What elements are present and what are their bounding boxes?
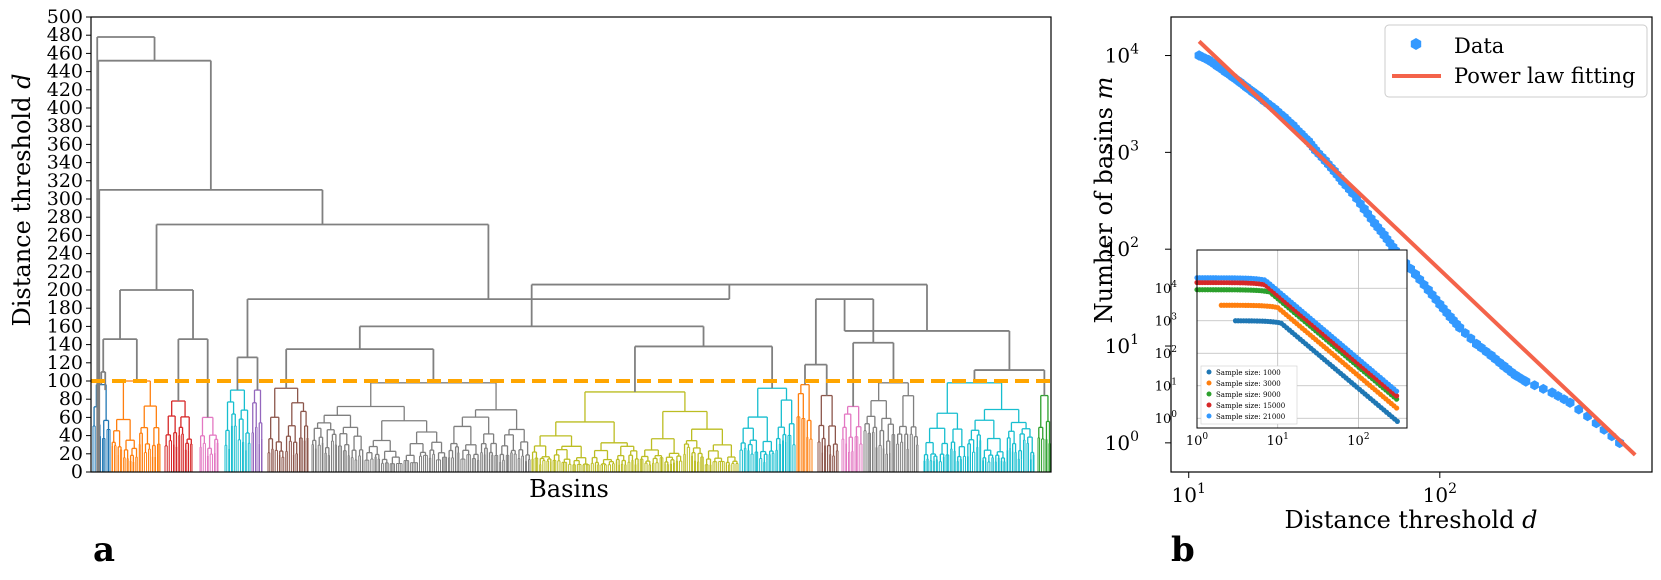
data-point	[1530, 380, 1539, 390]
inset-y-tick-label: 100	[1155, 410, 1178, 427]
cluster-8	[532, 392, 738, 472]
dendrogram-y-ticks: 0204060801001201401601802002202402602803…	[47, 6, 91, 483]
inset-x-tick-exp: 1	[1283, 432, 1289, 442]
legend-label-fit: Power law fitting	[1454, 64, 1636, 88]
inset-x-tick-label: 100	[1186, 432, 1209, 449]
inset-legend-marker	[1207, 381, 1212, 386]
figure: 0204060801001201401601802002202402602803…	[0, 0, 1661, 580]
dendrogram-y-label-var: d	[8, 74, 36, 89]
cluster-6	[268, 388, 308, 472]
inset-x-tick-base: 10	[1347, 434, 1364, 449]
cluster-7	[312, 383, 530, 472]
inset-y-tick-label: 103	[1155, 313, 1178, 330]
inset-legend-marker	[1207, 414, 1212, 419]
inset-legend-label: Sample size: 9000	[1216, 391, 1281, 399]
inset-y-tick-exp: 1	[1171, 378, 1177, 388]
inset-y-tick-base: 10	[1155, 282, 1172, 297]
panel-label-b: b	[1171, 530, 1195, 570]
cluster-5	[252, 390, 262, 472]
upper-links	[97, 37, 1044, 472]
inset-y-tick-exp: 0	[1171, 410, 1177, 420]
y-tick-exp: 0	[1130, 429, 1139, 445]
y-tick-exp: 2	[1130, 235, 1139, 251]
scatter-y-label-var: m	[1090, 77, 1118, 100]
y-tick-exp: 4	[1130, 42, 1139, 58]
cluster-4	[225, 390, 250, 472]
inset-x-tick-exp: 0	[1202, 432, 1208, 442]
inset-legend: Sample size: 1000 Sample size: 3000 Sample…	[1201, 366, 1297, 424]
x-tick-label: 101	[1172, 481, 1206, 507]
inset-x-tick-base: 10	[1186, 434, 1203, 449]
dendrogram-links	[93, 37, 1050, 472]
y-tick-base: 10	[1105, 431, 1130, 455]
inset-y-tick-label: 102	[1155, 345, 1177, 362]
y-tick-label: 100	[1105, 429, 1139, 455]
dendrogram-frame	[91, 17, 1051, 472]
x-tick-base: 10	[1423, 483, 1448, 507]
data-point	[1539, 384, 1548, 394]
dendrogram-panel: 0204060801001201401601802002202402602803…	[8, 6, 1051, 570]
inset-legend-marker	[1207, 370, 1212, 375]
inset-x-tick-exp: 2	[1364, 432, 1370, 442]
inset-legend-label: Sample size: 1000	[1216, 369, 1281, 377]
dendrogram-y-label: Distance threshold d	[8, 74, 36, 327]
inset-y-tick-label: 104	[1155, 280, 1178, 297]
inset-point	[1394, 405, 1399, 410]
inset-y-tick-base: 10	[1155, 347, 1172, 362]
y-tick-exp: 3	[1130, 138, 1139, 154]
panel-label-a: a	[93, 530, 115, 570]
cluster-9	[740, 388, 795, 472]
inset-y-tick-exp: 4	[1171, 280, 1177, 290]
y-tick-label: 104	[1105, 42, 1139, 68]
inset-x-tick-base: 10	[1267, 434, 1284, 449]
inset-x-tick-label: 101	[1267, 432, 1289, 449]
cluster-0	[93, 385, 110, 472]
inset-legend-marker	[1207, 403, 1212, 408]
y-tick-exp: 1	[1130, 332, 1139, 348]
cluster-10	[797, 385, 812, 472]
y-tick-label: 101	[1105, 332, 1139, 358]
cluster-3	[200, 417, 218, 472]
inset-y-tick-base: 10	[1155, 380, 1172, 395]
x-tick-exp: 1	[1197, 481, 1206, 497]
x-tick-label: 102	[1423, 481, 1457, 507]
inset-point	[1394, 389, 1399, 394]
inset-legend-label: Sample size: 3000	[1216, 380, 1281, 388]
cluster-11	[818, 396, 838, 472]
dendrogram-x-label: Basins	[529, 475, 609, 503]
legend-label-data: Data	[1454, 34, 1504, 58]
inset-y-tick-exp: 2	[1171, 345, 1177, 355]
cluster-12	[842, 406, 862, 472]
dendrogram-y-label-main: Distance threshold	[8, 89, 36, 327]
inset-point	[1395, 419, 1400, 424]
y-tick-base: 10	[1105, 334, 1130, 358]
inset-y-tick-base: 10	[1155, 412, 1172, 427]
x-tick-base: 10	[1172, 483, 1197, 507]
inset-legend-label: Sample size: 15000	[1216, 402, 1285, 410]
scatter-x-label: Distance threshold d	[1285, 506, 1538, 534]
scatter-legend: Data Power law fitting	[1385, 25, 1647, 97]
inset-point	[1394, 393, 1399, 398]
inset-y-tick-base: 10	[1155, 315, 1172, 330]
scatter-x-label-var: d	[1522, 506, 1537, 534]
inset-y-tick-exp: 3	[1171, 313, 1177, 323]
inset-legend-marker	[1207, 392, 1212, 397]
cluster-13	[864, 383, 918, 472]
cluster-2	[165, 401, 192, 472]
cluster-1	[112, 381, 160, 472]
scatter-y-label-main: Number of basins	[1090, 99, 1118, 323]
inset-y-tick-label: 101	[1155, 378, 1177, 395]
scatter-y-label: Number of basins m	[1090, 77, 1118, 324]
y-tick-base: 10	[1105, 44, 1130, 68]
x-tick-exp: 2	[1448, 481, 1457, 497]
inset-legend-label: Sample size: 21000	[1216, 413, 1285, 421]
inset-x-tick-label: 102	[1347, 432, 1369, 449]
y-tick-label: 500	[47, 6, 83, 28]
cluster-14	[924, 383, 1034, 472]
cluster-15	[1038, 396, 1050, 472]
scatter-x-label-main: Distance threshold	[1285, 506, 1523, 534]
